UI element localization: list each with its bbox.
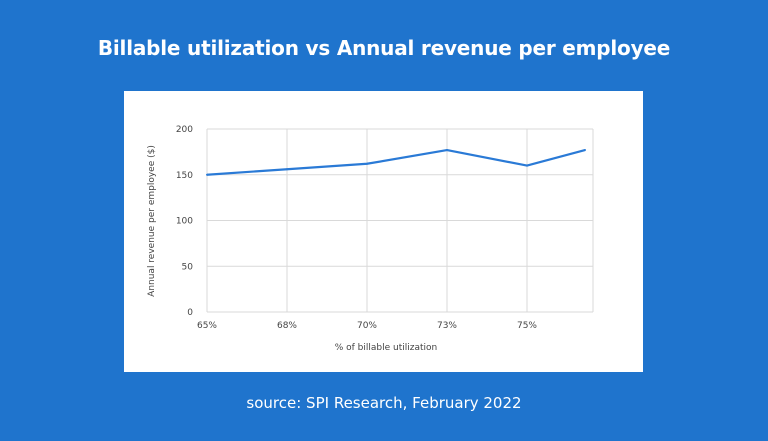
y-tick-label: 0 — [187, 308, 193, 318]
x-tick-labels: 65% 68% 70% 73% 75% — [197, 321, 537, 331]
data-point — [286, 168, 288, 171]
x-tick-label: 73% — [437, 321, 457, 331]
y-axis-label: Annual revenue per employee ($) — [147, 145, 157, 297]
line-chart: 0 50 100 150 200 65% 68% 70% 73% 75% Annual reve… — [147, 125, 594, 353]
source-caption: source: SPI Research, February 2022 — [246, 394, 522, 412]
x-tick-label: 68% — [277, 321, 297, 331]
series-line — [206, 148, 586, 176]
x-tick-label: 75% — [517, 321, 537, 331]
data-point — [206, 173, 208, 176]
x-tick-label: 70% — [357, 321, 377, 331]
x-tick-label: 65% — [197, 321, 217, 331]
chart-title: Billable utilization vs Annual revenue p… — [97, 36, 671, 60]
y-tick-label: 200 — [176, 125, 193, 135]
x-axis-label: % of billable utilization — [335, 343, 438, 353]
data-point — [366, 162, 368, 165]
y-tick-label: 100 — [176, 217, 193, 227]
y-tick-label: 50 — [182, 262, 194, 272]
gridlines — [206, 128, 594, 313]
data-point — [584, 149, 586, 152]
y-tick-label: 150 — [176, 171, 193, 181]
data-point — [526, 164, 528, 167]
data-point — [446, 149, 448, 152]
y-tick-labels: 0 50 100 150 200 — [176, 125, 193, 318]
chart-card: 0 50 100 150 200 65% 68% 70% 73% 75% Annual reve… — [124, 91, 643, 372]
